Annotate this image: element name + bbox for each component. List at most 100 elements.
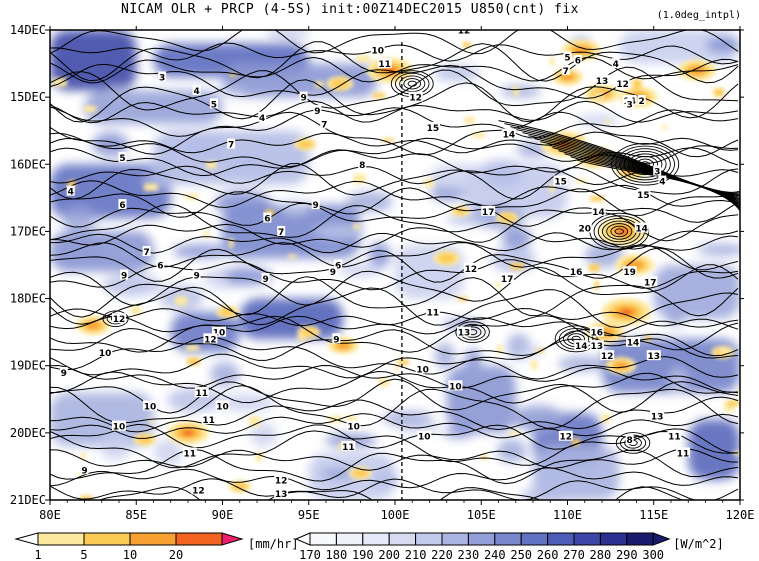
olr-patch — [92, 132, 129, 157]
u850-contour — [50, 79, 739, 123]
contour-label-bg — [553, 175, 568, 186]
u850-contour-ring — [455, 321, 490, 343]
precip-speck — [608, 235, 619, 243]
x-tick-label: 120E — [726, 508, 755, 522]
olr-colorbar-label: 200 — [378, 548, 400, 561]
y-tick-label: 15DEC — [10, 90, 46, 104]
y-tick-label: 21DEC — [10, 493, 46, 507]
precip-speck — [52, 78, 67, 87]
precip-speck — [175, 296, 188, 306]
u850-contour-ring — [611, 143, 680, 186]
contour-label-bg — [561, 64, 570, 75]
olr-patch — [374, 469, 400, 488]
precip-cell — [499, 213, 516, 223]
precip-speck — [496, 281, 501, 289]
contour-label: 20 — [578, 225, 591, 235]
u850-contour — [50, 187, 739, 218]
olr-patch — [500, 85, 542, 98]
olr-patch — [497, 438, 527, 463]
olr-patch — [557, 356, 605, 372]
x-tick-label: 95E — [298, 508, 320, 522]
contour-label-bg — [463, 262, 478, 273]
precip-cell — [352, 468, 369, 478]
precip-speck — [424, 178, 434, 188]
contour-label-bg — [646, 350, 661, 361]
contour-label-bg — [328, 266, 337, 277]
contour-label: 10 — [144, 403, 157, 413]
olr-patch — [102, 274, 162, 297]
contour-label-bg — [203, 333, 218, 344]
olr-colorbar-label: 220 — [431, 548, 453, 561]
precip-speck — [353, 223, 360, 229]
colorbar-layer: 1 5 10 20 [mm/hr]170 180 190 200 210 220 230 240 250… — [14, 532, 724, 561]
x-tick-label: 90E — [212, 508, 234, 522]
olr-colorbar-segment — [335, 532, 364, 546]
u850-contour-ring — [606, 223, 633, 240]
contour-label: 4 — [68, 188, 74, 198]
olr-region-13 — [688, 419, 740, 480]
contour-label: 12 — [192, 486, 205, 496]
contour-label: 19 — [623, 268, 636, 278]
contour-label-bg — [569, 266, 584, 277]
contour-label: 5 — [119, 154, 125, 164]
u850-contour — [50, 286, 739, 329]
precip-speck — [80, 452, 86, 460]
contour-label: 9 — [262, 275, 268, 285]
contour-label: 12 — [113, 315, 126, 325]
contour-label: 7 — [143, 248, 149, 258]
contour-label-bg — [311, 199, 320, 210]
contour-label: 12 — [616, 80, 629, 90]
precip-speck — [550, 56, 555, 66]
contour-label: 12 — [560, 433, 573, 443]
contour-label: 9 — [313, 201, 319, 211]
u850-contour — [50, 315, 739, 353]
olr-patch — [346, 191, 393, 213]
precip-speck — [297, 334, 307, 341]
olr-colorbar-segment — [599, 532, 628, 546]
contour-label: 13 — [651, 413, 664, 423]
contour-label: 9 — [333, 335, 339, 345]
olr-colorbar-segment — [467, 532, 496, 546]
olr-colorbar-label: 260 — [537, 548, 559, 561]
u850-contour — [50, 430, 739, 469]
u850-contour-ring — [407, 80, 417, 87]
contour-label-bg — [194, 387, 209, 398]
contour-label: 13 — [458, 329, 471, 339]
precip-speck — [356, 55, 370, 62]
u850-contour-ring — [615, 432, 651, 454]
contour-label: 10 — [449, 382, 462, 392]
contour-label-bg — [377, 58, 392, 69]
u850-contour — [50, 364, 739, 393]
olr-patch — [428, 163, 486, 191]
contour-label-bg — [212, 326, 227, 337]
contour-label-bg — [182, 447, 197, 458]
precip-speck — [80, 495, 93, 500]
precip-speck — [594, 280, 599, 290]
contour-label-bg — [625, 98, 634, 109]
precip-speck — [248, 416, 261, 427]
precip-cell — [620, 309, 632, 315]
contour-label: 3 — [626, 100, 632, 110]
precip-speck — [481, 455, 488, 459]
contour-label-bg — [320, 118, 329, 129]
olr-colorbar-segment — [494, 532, 522, 546]
contour-label: 8 — [626, 436, 632, 446]
olr-colorbar-label: 180 — [326, 548, 348, 561]
precip-speck — [229, 238, 234, 248]
contour-label-bg — [563, 51, 572, 62]
precip-colorbar-arrow-right — [221, 532, 244, 546]
precip-cell — [183, 430, 193, 436]
olr-patch — [323, 224, 341, 240]
precip-cell — [437, 253, 456, 264]
precip-cell — [572, 45, 590, 55]
olr-colorbar-segment — [573, 532, 601, 546]
olr-colorbar-label: 300 — [642, 548, 664, 561]
contour-label-bg — [263, 212, 272, 223]
precip-speck — [577, 135, 584, 140]
olr-patch — [224, 267, 273, 286]
olr-colorbar-segment — [388, 532, 417, 546]
u850-contour-ring — [403, 78, 422, 90]
precip-speck — [508, 431, 521, 435]
